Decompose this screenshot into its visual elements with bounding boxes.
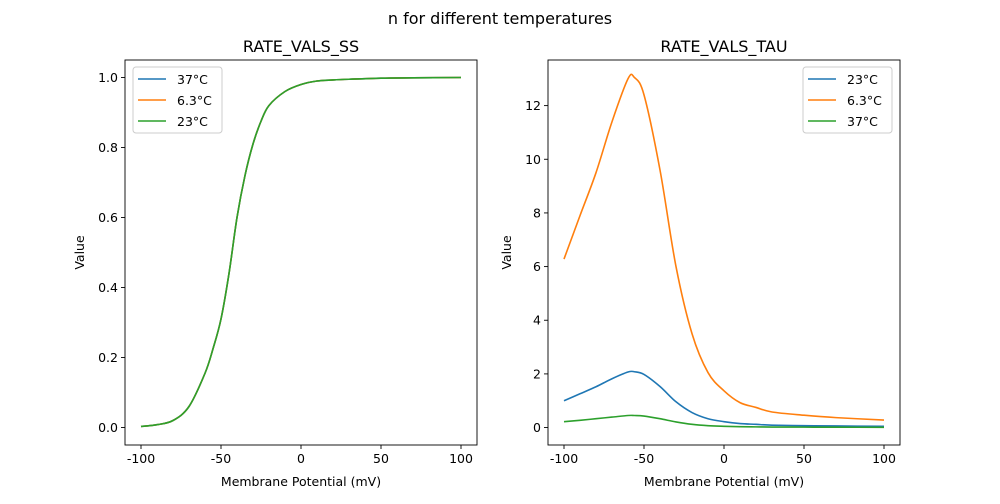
series-line-2: [563, 414, 885, 429]
y-tick-label: 0.8: [98, 140, 118, 155]
x-tick-label: 100: [449, 451, 473, 466]
legend-label-0: 37°C: [177, 72, 208, 87]
y-tick-label: 4: [533, 313, 541, 328]
legend-label-1: 6.3°C: [847, 93, 882, 108]
x-tick-label: -100: [127, 451, 155, 466]
x-tick-label: 50: [373, 451, 389, 466]
y-tick-label: 12: [525, 98, 541, 113]
legend-label-2: 37°C: [847, 114, 878, 129]
legend-label-0: 23°C: [847, 72, 878, 87]
x-tick-label: 100: [872, 451, 896, 466]
y-tick-label: 8: [533, 205, 541, 220]
y-tick-label: 0.0: [98, 420, 118, 435]
y-axis-label: Value: [499, 235, 514, 270]
y-tick-label: 2: [533, 366, 541, 381]
x-tick-label: 0: [720, 451, 728, 466]
y-tick-label: 10: [525, 152, 541, 167]
y-tick-label: 0.2: [98, 350, 118, 365]
series-line-0: [563, 370, 885, 428]
legend-label-1: 6.3°C: [177, 93, 212, 108]
y-tick-label: 1.0: [98, 70, 118, 85]
legend-box: [132, 66, 223, 134]
y-tick-label: 0.6: [98, 210, 118, 225]
y-tick-label: 0.4: [98, 280, 118, 295]
x-tick-label: -50: [634, 451, 654, 466]
x-tick-label: 50: [796, 451, 812, 466]
figure-title: n for different temperatures: [388, 9, 612, 28]
series-line-2: [140, 76, 462, 428]
y-tick-label: 6: [533, 259, 541, 274]
legend: 23°C 6.3°C 37°C: [802, 66, 893, 134]
x-tick-label: -100: [550, 451, 578, 466]
x-tick-label: 0: [297, 451, 305, 466]
y-axis-label: Value: [72, 235, 87, 270]
series-line-1: [563, 73, 885, 421]
y-tick-label: 0: [533, 420, 541, 435]
legend-label-2: 23°C: [177, 114, 208, 129]
x-tick-label: -50: [211, 451, 231, 466]
x-axis-label: Membrane Potential (mV): [644, 474, 804, 489]
axes-rate-vals-ss: RATE_VALS_SS -100 -50 0 50 100 0.0 0.2 0.4 0.6 0.8…: [72, 37, 478, 489]
legend: 37°C 6.3°C 23°C: [132, 66, 223, 134]
x-axis-label: Membrane Potential (mV): [221, 474, 381, 489]
axes-title: RATE_VALS_TAU: [660, 37, 787, 57]
legend-box: [802, 66, 893, 134]
axes-rate-vals-tau: RATE_VALS_TAU -100 -50 0 50 100 0 2 4 6 8 10 12 Membr…: [499, 37, 901, 489]
axes-title: RATE_VALS_SS: [243, 37, 359, 57]
